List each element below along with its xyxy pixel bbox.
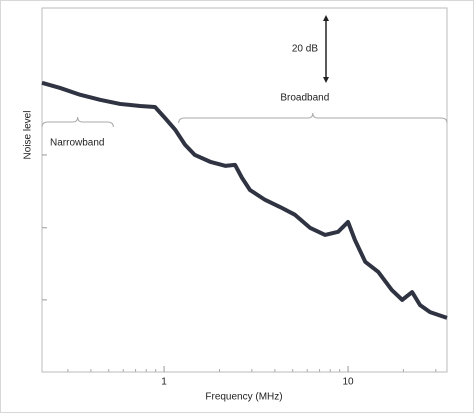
arrow-head	[323, 15, 329, 21]
band-label: Narrowband	[50, 138, 104, 149]
noise-curve	[41, 80, 448, 320]
y-axis-label: Noise level	[23, 111, 34, 160]
x-tick-label: 1	[161, 377, 167, 388]
scale-label: 20 dB	[292, 44, 318, 55]
band-brace	[178, 112, 448, 124]
x-tick-label: 10	[342, 377, 354, 388]
x-axis-label: Frequency (MHz)	[205, 392, 282, 403]
band-label: Broadband	[280, 93, 329, 104]
plot-frame	[41, 7, 448, 373]
band-brace	[41, 116, 114, 128]
arrow-head	[323, 77, 329, 84]
